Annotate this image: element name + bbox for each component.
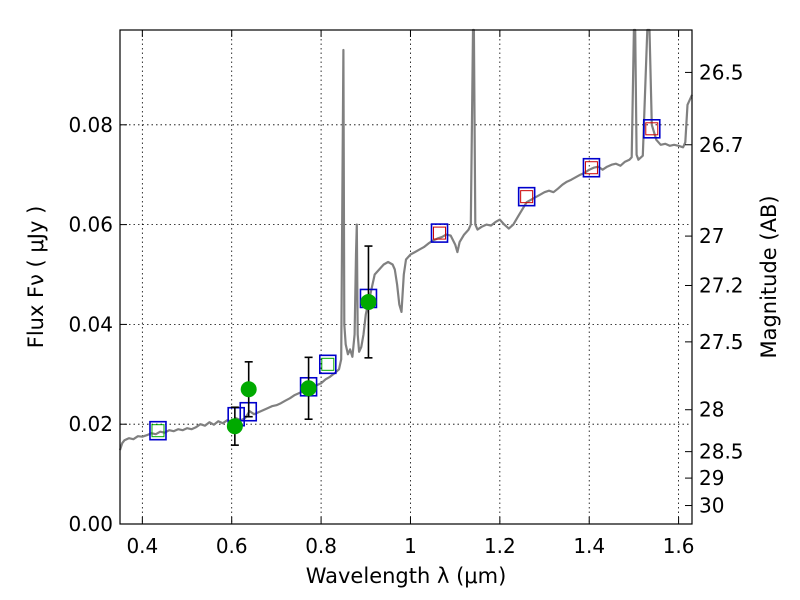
sed-line: [118, 28, 694, 451]
y-tick-label: 0.00: [68, 512, 113, 536]
y2-tick-label: 28.5: [699, 440, 744, 464]
x-tick-label: 1.6: [663, 534, 695, 558]
x-tick-label: 0.6: [216, 534, 248, 558]
x-tick-label: 1: [404, 534, 417, 558]
y-axis-label: Flux Fν ( μJy ): [24, 206, 48, 349]
data-markers: [149, 119, 661, 446]
green-limit-marker: [151, 424, 165, 438]
upper-limit-marker: [584, 161, 598, 175]
sed-curve: [118, 28, 694, 451]
y2-tick-label: 26.5: [699, 60, 744, 84]
x-tick-label: 1.2: [484, 534, 516, 558]
model-photometry-marker: [582, 157, 601, 178]
x-tick-label: 0.4: [126, 534, 158, 558]
model-photometry-marker: [517, 186, 536, 207]
model-photometry-marker: [642, 119, 661, 139]
model-photometry-marker: [149, 420, 167, 441]
grid-lines: [120, 30, 692, 524]
x-axis: 0.4 0.6 0.8 1 1.2 1.4 1.6: [126, 30, 695, 558]
y-axis-left: 0.00 0.02 0.04 0.06 0.08: [68, 113, 127, 536]
y2-tick-label: 30: [699, 494, 724, 518]
model-photometry-marker: [430, 223, 449, 243]
detection-point: [226, 418, 243, 435]
upper-limit-marker: [520, 190, 534, 204]
x-tick-label: 0.8: [305, 534, 337, 558]
y2-tick-label: 28: [699, 398, 724, 422]
y2-axis-label: Magnitude (AB): [757, 195, 781, 358]
y-tick-label: 0.06: [68, 213, 113, 237]
y2-tick-label: 27: [699, 224, 724, 248]
detection-point: [360, 293, 377, 310]
detection-point: [240, 381, 257, 398]
plot-frame: [119, 29, 693, 525]
y-tick-label: 0.02: [68, 412, 113, 436]
y-tick-label: 0.04: [68, 312, 113, 336]
y-tick-label: 0.08: [68, 113, 113, 137]
model-photometry-marker: [318, 354, 337, 375]
y2-tick-label: 29: [699, 466, 724, 490]
y2-tick-label: 27.5: [699, 330, 744, 354]
y2-tick-label: 27.2: [699, 273, 744, 297]
x-tick-label: 1.4: [573, 534, 605, 558]
x-axis-label: Wavelength λ (μm): [306, 564, 507, 588]
upper-limit-marker: [645, 122, 659, 136]
detection-point: [300, 380, 317, 397]
y2-tick-label: 26.7: [699, 133, 744, 157]
upper-limit-marker: [433, 226, 447, 240]
y-axis-right: 26.5 26.7 27 27.2 27.5 28 28.529 30: [685, 60, 744, 518]
green-limit-marker: [321, 357, 335, 371]
